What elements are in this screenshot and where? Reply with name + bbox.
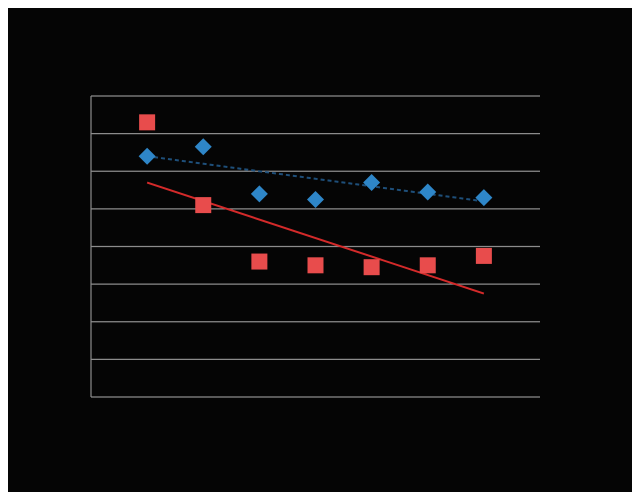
data-point-diamond (475, 189, 493, 207)
data-point-diamond (138, 147, 156, 165)
data-point-diamond (194, 138, 212, 156)
data-point-diamond (419, 183, 437, 201)
data-point-square (251, 253, 268, 270)
data-point-diamond (307, 190, 324, 208)
data-point-square (419, 257, 436, 274)
data-point-square (363, 259, 380, 276)
scatter-chart (90, 95, 540, 398)
data-point-square (307, 257, 324, 274)
data-point-square (475, 247, 492, 264)
data-point-square (195, 197, 212, 214)
chart-frame (8, 8, 632, 492)
data-point-diamond (250, 185, 268, 203)
data-point-diamond (363, 174, 381, 192)
data-point-square (139, 114, 156, 131)
